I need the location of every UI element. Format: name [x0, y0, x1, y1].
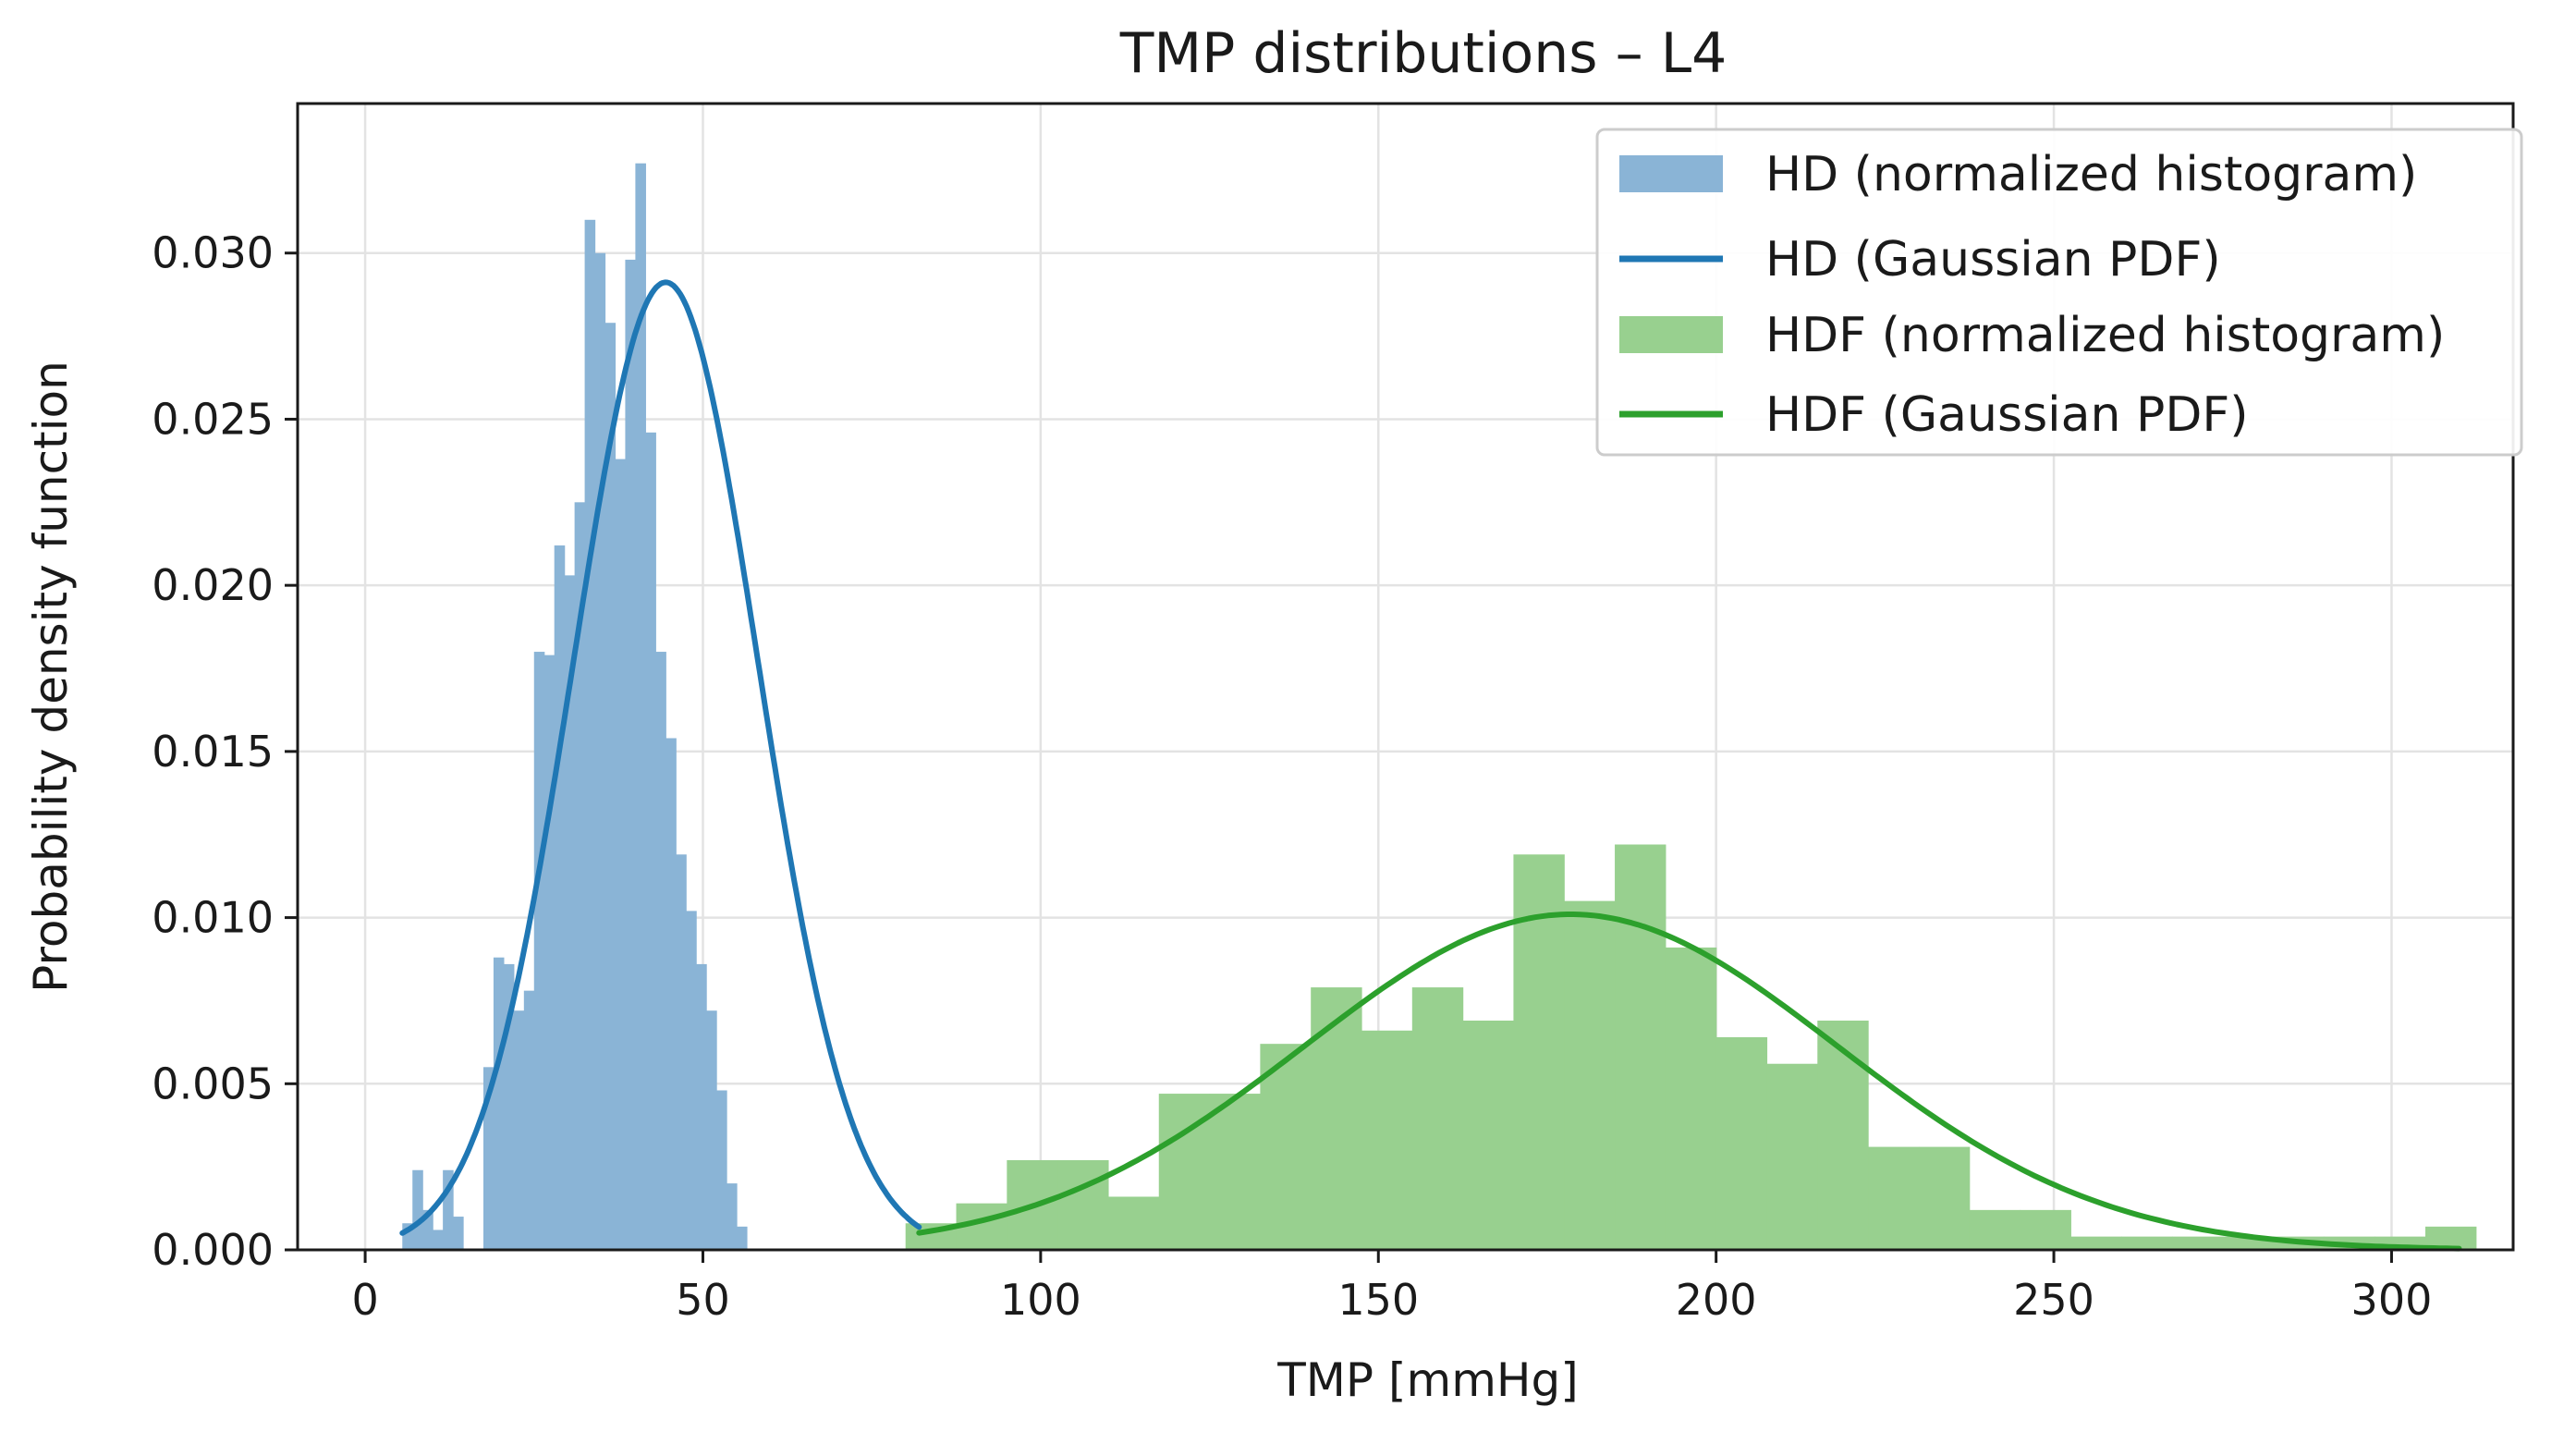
histogram-bars — [402, 163, 2477, 1251]
histogram-bar — [604, 323, 617, 1250]
histogram-bar — [1107, 1196, 1160, 1250]
histogram-bar — [523, 990, 535, 1250]
histogram-bar — [1868, 1146, 1920, 1250]
histogram-bar — [1260, 1044, 1312, 1250]
histogram-bar — [1057, 1159, 1109, 1250]
histogram-bar — [2070, 1236, 2122, 1250]
histogram-bar — [554, 545, 566, 1250]
plot-frame — [296, 102, 2515, 1252]
x-tick-label: 50 — [676, 1275, 730, 1325]
histogram-bar — [1361, 1030, 1413, 1250]
histogram-bar — [1411, 987, 1464, 1250]
histogram-bar — [1918, 1146, 1971, 1250]
histogram-bar — [726, 1183, 738, 1250]
chart-title: TMP distributions – L4 — [1119, 21, 1728, 86]
x-tick-label: 150 — [1337, 1275, 1419, 1325]
histogram-bar — [594, 252, 606, 1250]
histogram-bar — [1311, 987, 1362, 1250]
histogram-bar — [615, 459, 627, 1250]
y-tick-label: 0.025 — [152, 394, 274, 444]
histogram-bar — [2171, 1236, 2224, 1250]
histogram-bar — [433, 1230, 444, 1250]
y-tick-label: 0.000 — [152, 1225, 274, 1275]
x-axis-ticks: 0 50 100 150 200 250 300 — [351, 1250, 2432, 1325]
legend-label: HDF (Gaussian PDF) — [1765, 387, 2249, 443]
y-tick-label: 0.030 — [152, 228, 274, 278]
x-tick-label: 100 — [1000, 1275, 1081, 1325]
y-axis-label: Probability density function — [24, 361, 78, 993]
histogram-bar — [1615, 844, 1666, 1250]
histogram-bar — [716, 1090, 727, 1250]
legend-swatch — [1619, 316, 1723, 353]
legend-label: HD (Gaussian PDF) — [1765, 232, 2221, 288]
histogram-bar — [665, 738, 677, 1250]
histogram-bar — [513, 1010, 525, 1250]
y-axis-ticks: 0.000 0.005 0.010 0.015 0.020 0.025 0.030 — [152, 228, 298, 1275]
x-tick-label: 200 — [1676, 1275, 1757, 1325]
histogram-bar — [1715, 1036, 1768, 1250]
legend: HD (normalized histogram) HD (Gaussian PD… — [1595, 128, 2523, 457]
x-tick-label: 0 — [351, 1275, 378, 1325]
histogram-bar — [706, 1010, 717, 1250]
histogram-bar — [1158, 1094, 1211, 1250]
series-line — [399, 279, 922, 1236]
x-tick-label: 300 — [2351, 1275, 2433, 1325]
y-tick-label: 0.015 — [152, 727, 274, 777]
histogram-bar — [453, 1217, 464, 1250]
legend-label: HD (normalized histogram) — [1765, 147, 2417, 202]
series-line — [916, 912, 2462, 1252]
legend-box — [1595, 128, 2523, 457]
histogram-bar — [533, 652, 545, 1250]
x-axis-label: TMP [mmHg] — [1276, 1353, 1579, 1407]
histogram-bar — [543, 655, 555, 1250]
y-tick-label: 0.005 — [152, 1059, 274, 1108]
histogram-bar — [676, 854, 687, 1250]
histogram-bar — [696, 963, 707, 1250]
y-tick-label: 0.020 — [152, 560, 274, 610]
histogram-bar — [412, 1169, 423, 1250]
histogram-bar — [482, 1067, 494, 1250]
legend-swatch — [1619, 155, 1723, 192]
histogram-bar — [1665, 947, 1717, 1250]
histogram-bar — [493, 957, 505, 1250]
histogram-bar — [1462, 1021, 1515, 1250]
histogram-bar — [737, 1226, 748, 1250]
histogram-bar — [645, 432, 656, 1251]
legend-label: HDF (normalized histogram) — [1765, 308, 2445, 363]
histogram-bar — [443, 1169, 454, 1250]
histogram-bar — [422, 1209, 433, 1250]
histogram-bar — [635, 163, 646, 1250]
pdf-curves — [399, 279, 2462, 1252]
y-tick-label: 0.010 — [152, 893, 274, 943]
histogram-bar — [1209, 1094, 1261, 1250]
histogram-bar — [2020, 1209, 2071, 1250]
histogram-bar — [503, 963, 515, 1250]
x-tick-label: 250 — [2013, 1275, 2094, 1325]
histogram-bar — [625, 259, 636, 1251]
histogram-bar — [402, 1223, 413, 1250]
histogram-bar — [584, 219, 596, 1250]
histogram-bar — [1969, 1209, 2021, 1250]
histogram-bar — [564, 575, 576, 1250]
histogram-bar — [1817, 1021, 1869, 1250]
histogram-bar — [1766, 1063, 1818, 1250]
histogram-bar — [655, 652, 666, 1250]
histogram-bar — [2121, 1236, 2173, 1250]
histogram-bar — [686, 911, 697, 1250]
histogram-bar — [1564, 900, 1616, 1250]
histogram-bar — [574, 502, 586, 1250]
